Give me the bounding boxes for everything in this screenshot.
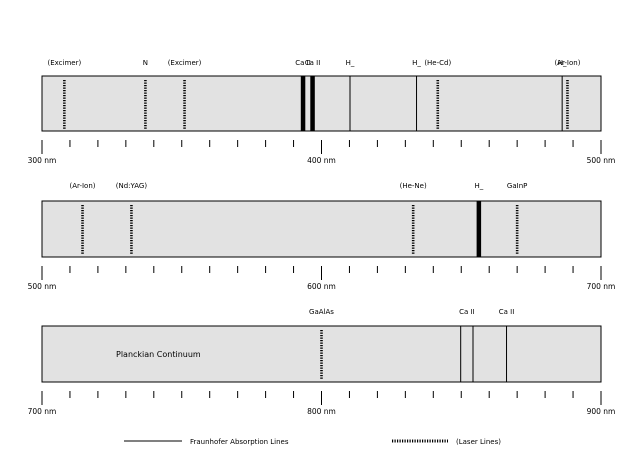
legend-laser-label: (Laser Lines) bbox=[456, 438, 501, 446]
line-label: N bbox=[143, 59, 148, 67]
line-label: Ca II bbox=[459, 308, 475, 316]
continuum-label: Planckian Continuum bbox=[116, 350, 201, 359]
line-label: Ca II bbox=[499, 308, 515, 316]
spectrum-band bbox=[41, 75, 602, 132]
axis-label: 300 nm bbox=[28, 156, 57, 165]
line-label: H_ bbox=[558, 59, 567, 67]
line-label: H_ bbox=[346, 59, 355, 67]
line-label: (Ar-Ion) bbox=[554, 59, 580, 67]
axis-label: 700 nm bbox=[587, 282, 616, 291]
axis-label: 700 nm bbox=[28, 407, 57, 416]
line-label: (He-Cd) bbox=[424, 59, 451, 67]
spectrum-band bbox=[41, 200, 602, 258]
axis-label: 900 nm bbox=[587, 407, 616, 416]
spectrum-panel: (Ar-Ion) (Nd:YAG) (He-Ne) H_ GaInP 500 nm 600 … bbox=[28, 182, 616, 291]
line-label: (Excimer) bbox=[168, 59, 202, 67]
legend: Fraunhofer Absorption Lines (Laser Lines… bbox=[124, 438, 501, 446]
axis-label: 500 nm bbox=[28, 282, 57, 291]
axis-label: 600 nm bbox=[307, 282, 336, 291]
line-label: Ca II bbox=[305, 59, 321, 67]
line-label: H_ bbox=[474, 182, 483, 190]
line-label: (Ar-Ion) bbox=[70, 182, 96, 190]
line-label: (Excimer) bbox=[48, 59, 82, 67]
line-label: Ca II bbox=[295, 59, 311, 67]
line-label: (He-Ne) bbox=[400, 182, 427, 190]
spectrum-panel: GaAlAs Ca II Ca II 700 nm 800 nm 900 nm Planck… bbox=[28, 308, 616, 416]
axis-label: 500 nm bbox=[587, 156, 616, 165]
axis-label: 400 nm bbox=[307, 156, 336, 165]
axis-label: 800 nm bbox=[307, 407, 336, 416]
line-label: H_ bbox=[412, 59, 421, 67]
line-label: (Nd:YAG) bbox=[116, 182, 148, 190]
line-label: GaAlAs bbox=[309, 308, 334, 316]
legend-fraunhofer-label: Fraunhofer Absorption Lines bbox=[190, 438, 289, 446]
line-label: GaInP bbox=[507, 182, 527, 190]
